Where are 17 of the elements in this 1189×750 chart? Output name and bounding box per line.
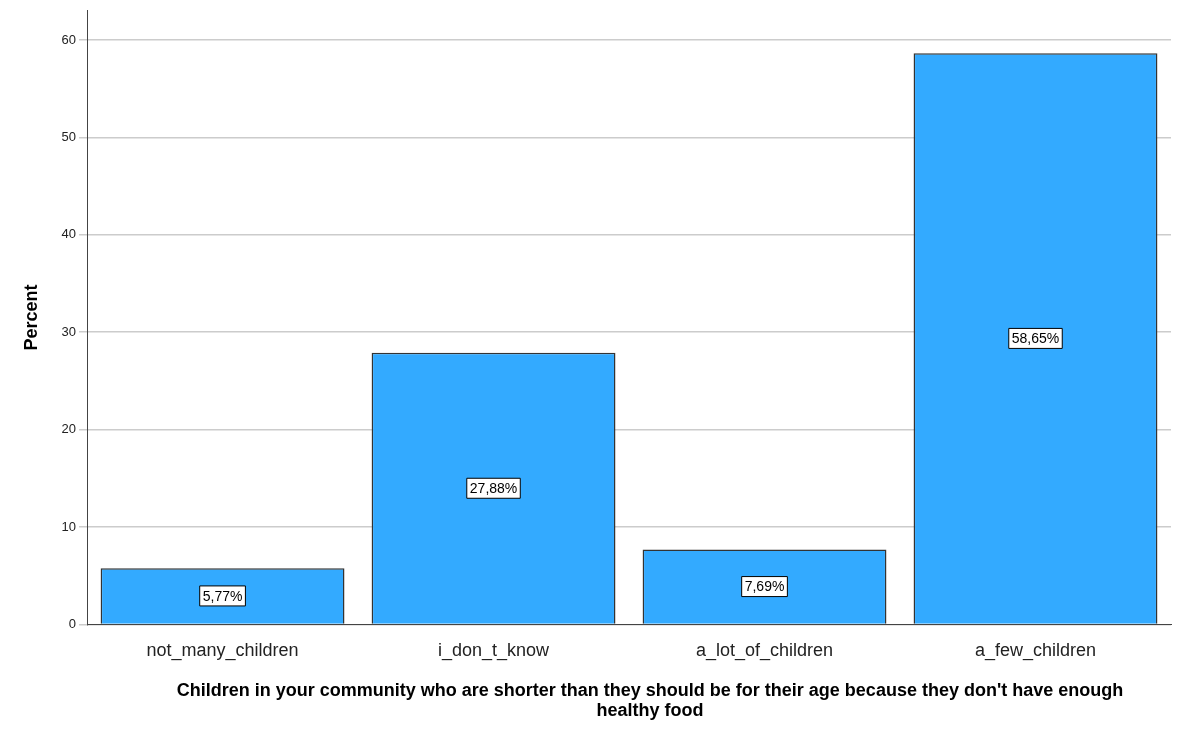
x-tick-label: i_don_t_know <box>437 640 551 662</box>
y-tick-label: 60 <box>61 31 77 47</box>
data-label: 5,77% <box>202 587 243 604</box>
x-tick-label: not_many_children <box>146 640 299 662</box>
y-tick-label: 10 <box>61 518 77 534</box>
data-label: 58,65% <box>1011 330 1060 347</box>
x-tick-label: a_few_children <box>974 640 1097 662</box>
y-tick-label: 20 <box>61 421 77 437</box>
data-label: 7,69% <box>744 578 785 595</box>
y-tick-label: 50 <box>61 128 77 144</box>
data-label: 27,88% <box>469 480 518 497</box>
y-tick-label: 30 <box>61 323 77 339</box>
x-tick-label: a_lot_of_children <box>695 640 834 662</box>
x-axis-title: Children in your community who are shorter than they should be for their age because they don't have enough healthy food <box>175 680 1125 720</box>
y-tick-label: 0 <box>68 615 77 631</box>
y-tick-label: 40 <box>61 226 77 242</box>
y-axis-title: Percent <box>20 284 41 351</box>
